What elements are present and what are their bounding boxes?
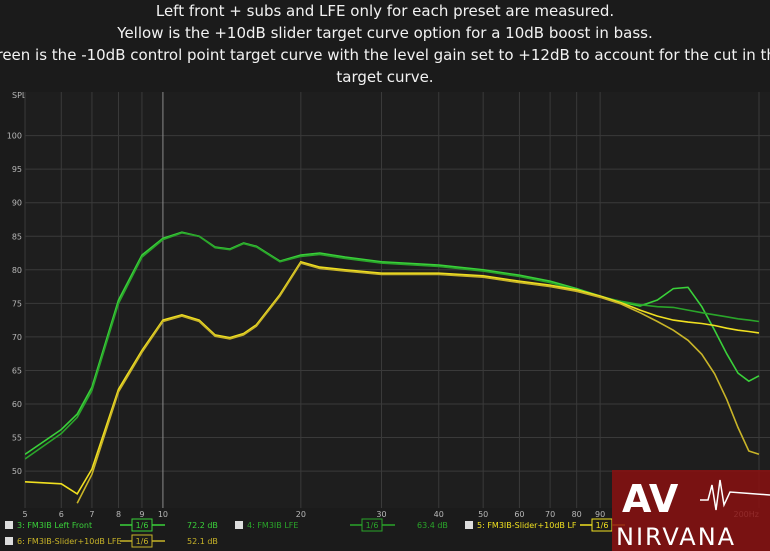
x-tick-label: 50 [478,510,488,519]
smoothing-label: 1/6 [136,537,149,546]
legend-level: 52.1 dB [187,537,218,546]
smoothing-box[interactable] [131,534,153,548]
smoothing-label: 1/6 [596,521,609,530]
x-tick-label: 8 [116,510,121,519]
title-line: Left front + subs and LFE only for each … [156,2,614,20]
y-tick-label: 60 [12,400,22,409]
legend-checkbox[interactable] [235,521,243,529]
y-tick-label: 70 [12,333,22,342]
y-axis-label: SPL [12,91,27,100]
series-line [76,262,760,504]
series-line [25,231,760,455]
x-tick-label: 20 [296,510,306,519]
x-tick-label: 6 [59,510,64,519]
x-tick-label: 5 [22,510,27,519]
legend-level: 63.4 dB [417,521,448,530]
x-tick-label: 90 [595,510,605,519]
plot-area [25,92,770,508]
smoothing-label: 1/6 [366,521,379,530]
y-tick-label: 90 [12,199,22,208]
series-line [25,232,760,460]
y-tick-label: 50 [12,467,22,476]
legend-label: 6: FM3IB-Slider+10dB LFE [17,537,122,546]
logo: AV NIRVANA [612,470,770,551]
y-tick-label: 80 [12,266,22,275]
legend-label: 3: FM3IB Left Front [17,521,92,530]
legend-label: 4: FM3IB LFE [247,521,298,530]
y-tick-label: 75 [12,299,22,308]
y-tick-label: 55 [12,434,22,443]
x-tick-label: 7 [89,510,94,519]
legend-checkbox[interactable] [5,521,13,529]
smoothing-label: 1/6 [136,521,149,530]
x-tick-label: 60 [514,510,524,519]
legend-checkbox[interactable] [5,537,13,545]
logo-top: AV [622,477,679,521]
y-tick-label: 100 [7,132,22,141]
legend-checkbox[interactable] [465,521,473,529]
logo-bottom: NIRVANA [616,523,736,551]
title-line: Green is the -10dB control point target … [0,46,770,64]
title-line: target curve. [336,68,433,86]
x-tick-label: 30 [376,510,386,519]
series-line [25,260,760,496]
x-tick-label: 10 [158,510,168,519]
x-tick-label: 40 [434,510,444,519]
y-tick-label: 65 [12,366,22,375]
legend-label: 5: FM3IB-Slider+10dB LF [477,521,577,530]
smoothing-box[interactable] [361,518,383,532]
title-line: Yellow is the +10dB slider target curve … [116,24,652,42]
legend-level: 72.2 dB [187,521,218,530]
x-tick-label: 70 [545,510,555,519]
x-tick-label: 9 [139,510,144,519]
smoothing-box[interactable] [131,518,153,532]
y-tick-label: 95 [12,165,22,174]
x-tick-label: 80 [572,510,582,519]
y-tick-label: 85 [12,232,22,241]
